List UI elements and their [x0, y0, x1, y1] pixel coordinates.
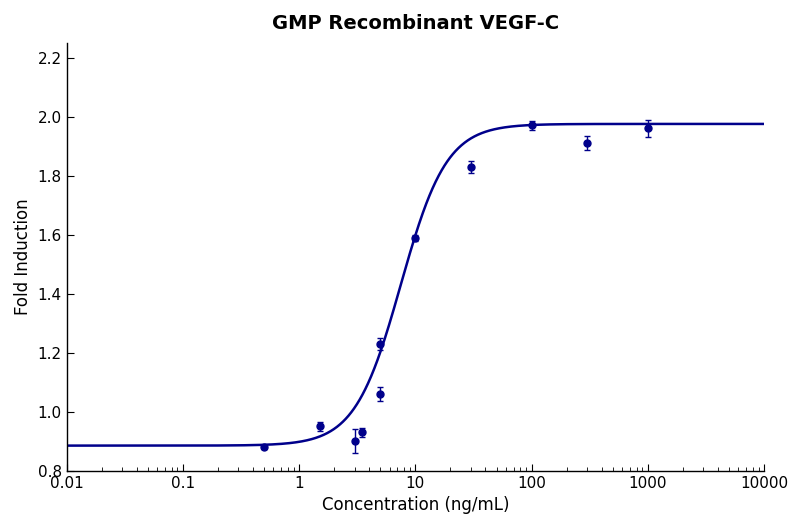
Y-axis label: Fold Induction: Fold Induction: [14, 199, 32, 315]
X-axis label: Concentration (ng/mL): Concentration (ng/mL): [322, 496, 509, 514]
Title: GMP Recombinant VEGF-C: GMP Recombinant VEGF-C: [272, 14, 559, 33]
